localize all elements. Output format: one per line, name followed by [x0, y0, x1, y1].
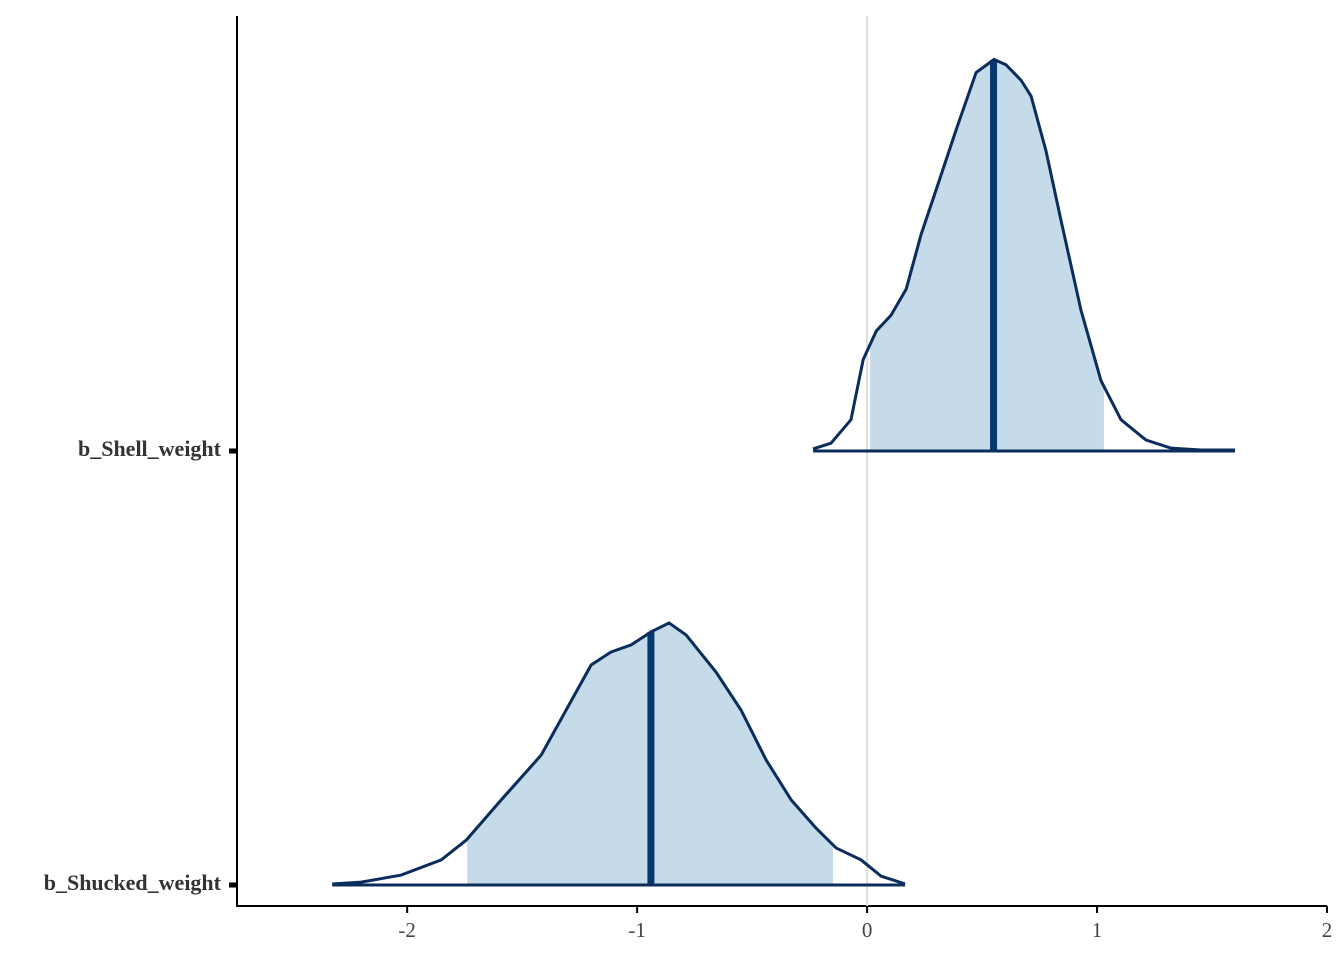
y-tick-label: b_Shell_weight: [78, 436, 222, 461]
x-tick-label: -1: [628, 918, 646, 942]
density-curve: [332, 621, 906, 886]
y-tick-label: b_Shucked_weight: [44, 870, 222, 895]
x-tick-label: 1: [1092, 918, 1103, 942]
x-tick-label: 0: [862, 918, 873, 942]
x-tick-label: -2: [398, 918, 416, 942]
interval-area: [870, 59, 1104, 451]
x-tick-label: 2: [1322, 918, 1333, 942]
density-curve: [812, 57, 1236, 452]
